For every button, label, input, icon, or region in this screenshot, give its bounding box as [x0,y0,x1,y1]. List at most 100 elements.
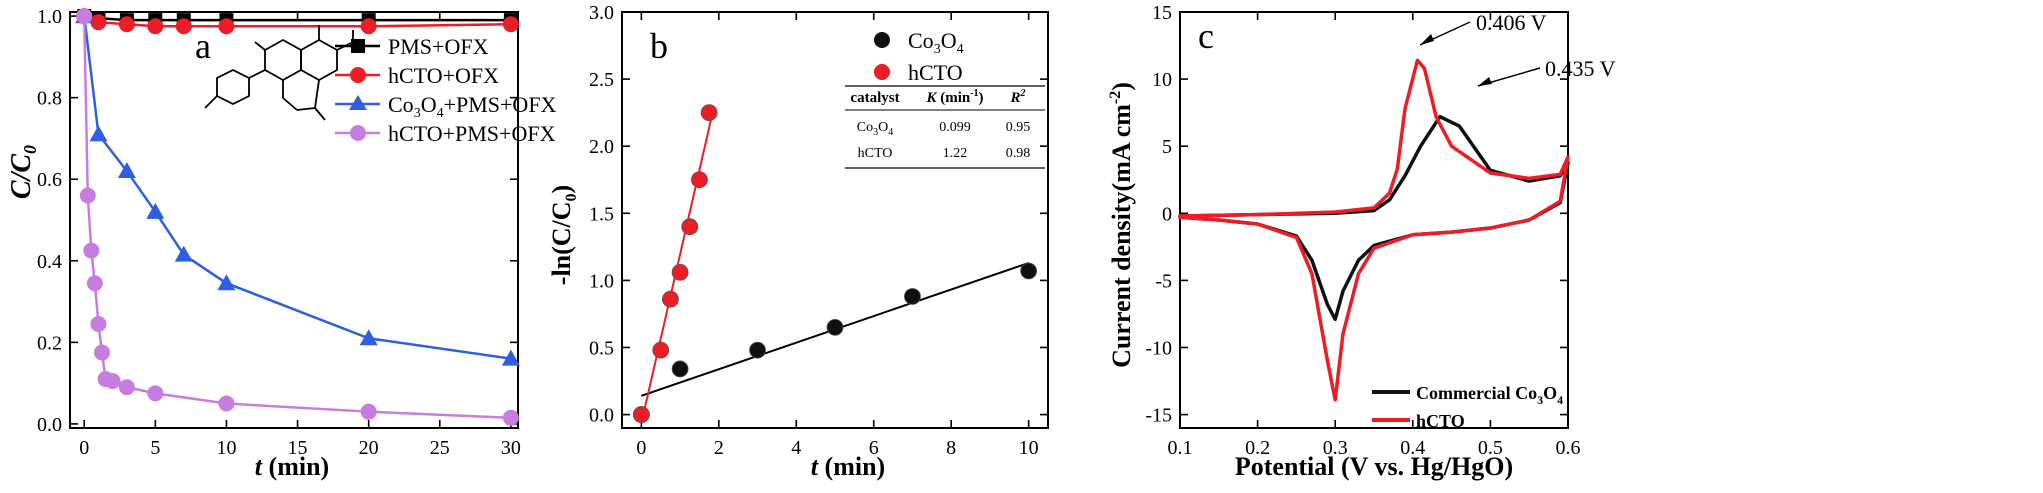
annotation-peak-hcto: 0.406 V [1476,10,1547,35]
panel-c-x-tick-label: 0.2 [1245,437,1270,459]
table-cell-catalyst: Co3O4 [857,120,893,138]
legend-entry-hcto-pms-ofx: hCTO+PMS+OFX [335,121,556,146]
panel-b-x-axis-title: t (min) [811,452,885,481]
cv-curve-1 [1178,58,1570,402]
data-point-a-2 [89,125,108,142]
legend-label: hCTO+PMS+OFX [388,121,556,146]
panel-c-axes: 0.1 0.2 0.3 0.4 0.5 0.6 -15 -10 -5 0 5 10 15 [1145,2,1580,459]
ofx-molecule-icon [204,25,366,121]
legend-entry-commercial-co3o4: Commercial Co3O4 [1372,383,1563,407]
legend-label: hCTO+OFX [388,63,499,88]
cv-curve-0 [1178,114,1570,322]
data-point-a-2 [117,162,136,179]
panel-b-frame [621,11,1049,429]
data-point-a-3 [502,409,519,426]
panel-b-x-tick-label: 0 [636,437,646,459]
panel-b-y-tick-label: 2.5 [589,69,614,91]
panel-c-y-tick-label: 10 [1152,69,1172,91]
data-point-a-1 [90,14,107,31]
panel-c-label: c [1198,16,1214,56]
data-point-b-1 [700,104,718,122]
data-point-b-1 [691,171,708,189]
panel-c-y-tick-label: 0 [1162,203,1172,225]
data-point-b-0 [749,341,766,359]
rate-table: catalyst K (min-1) R2 Co3O4 0.099 0.95 h… [845,85,1045,169]
panel-c-x-tick-label: 0.1 [1168,437,1193,459]
data-point-b-0 [826,318,844,336]
panel-a-x-tick-label: 0 [79,437,89,459]
panel-a-x-tick-label: 30 [501,437,521,459]
panel-a-y-tick-label: 0.8 [37,88,62,110]
data-point-a-2 [359,329,378,346]
panel-c-x-tick-label: 0.6 [1556,437,1581,459]
panel-b-x-tick-label: 6 [869,437,879,459]
data-point-a-2 [146,202,165,219]
legend-label: hCTO [908,60,963,85]
panel-a-axes: 0 5 10 15 20 25 30 0.0 0.2 0.4 0.6 0.8 1.0 [37,6,521,459]
panel-a-frame [69,11,519,429]
panel-a-y-tick-label: 0.2 [37,332,62,354]
panel-b-y-tick-label: 2.0 [589,136,614,158]
data-point-b-1 [632,406,650,423]
panel-b-y-tick-label: 1.0 [589,270,614,292]
data-point-b-1 [681,218,699,236]
data-point-b-1 [671,263,689,281]
data-point-a-3 [218,395,235,412]
data-point-a-2 [501,349,520,366]
panel-a-legend: PMS+OFX hCTO+OFX Co3O4+PMS+OFX hCTO+PMS+… [335,34,557,146]
panel-c-legend: Commercial Co3O4 hCTO [1372,383,1563,431]
panel-a-y-tick-label: 0.0 [37,414,62,436]
table-cell-catalyst: hCTO [858,146,893,161]
panel-c-y-tick-label: -10 [1145,337,1172,359]
panel-c-y-tick-label: 15 [1152,2,1172,24]
legend-entry-hcto: hCTO [1372,411,1465,431]
table-cell-k: 1.22 [943,146,968,161]
data-point-a-3 [79,187,96,204]
panel-b-y-tick-label: 3.0 [589,2,614,24]
panel-b-x-tick-label: 4 [791,437,801,459]
panel-c-series-group [1178,58,1570,402]
table-header-r2: R2 [1009,88,1025,106]
data-point-a-3 [86,275,103,292]
panel-a-y-tick-label: 1.0 [37,6,62,28]
data-point-a-1 [360,18,377,35]
legend-entry-hcto-ofx: hCTO+OFX [335,63,499,88]
data-point-a-1 [147,18,164,35]
data-point-b-0 [1020,262,1038,280]
table-cell-r2: 0.98 [1006,146,1031,161]
data-point-a-2 [174,245,193,262]
legend-entry-co3o4-pms-ofx: Co3O4+PMS+OFX [335,92,557,121]
panel-a-label: a [195,26,211,66]
data-point-b-1 [652,341,670,359]
data-point-a-2 [217,274,236,291]
data-point-a-3 [118,379,135,396]
legend-label: Commercial Co3O4 [1416,383,1563,407]
panel-a-y-axis-title: C/C0 [6,145,40,199]
legend-label: Co3O4+PMS+OFX [388,92,557,121]
panel-a-y-tick-label: 0.4 [37,251,62,273]
data-point-a-3 [360,403,377,420]
legend-label: PMS+OFX [388,34,489,59]
table-header-k: K (min-1) [925,88,983,106]
panel-b-x-tick-label: 10 [1019,437,1039,459]
table-header-catalyst: catalyst [850,90,899,106]
panel-b-y-tick-label: 0.0 [589,405,614,427]
legend-entry-co3o4: Co3O4 [874,28,964,57]
table-row: Co3O4 0.099 0.95 [857,120,1030,138]
panel-a-x-tick-label: 25 [430,437,450,459]
panel-a-x-tick-label: 10 [216,437,236,459]
annotation-peak-co3o4: 0.435 V [1545,56,1616,81]
panel-c-y-axis-title: Current density(mA cm-2) [1107,82,1136,368]
panel-c-x-tick-label: 0.3 [1323,437,1348,459]
legend-label: hCTO [1416,411,1465,431]
panel-b-label: b [650,26,668,66]
data-point-a-3 [147,385,164,402]
panel-b-y-axis-title: -ln(C/C0) [547,185,580,285]
data-point-a-1 [502,16,519,33]
legend-entry-pms-ofx: PMS+OFX [335,34,489,59]
panel-b-y-tick-label: 0.5 [589,337,614,359]
panel-b-axes: 0 2 4 6 8 10 0.0 0.5 1.0 1.5 2.0 2.5 3.0 [589,2,1049,459]
data-point-b-1 [662,290,679,308]
table-cell-k: 0.099 [939,120,971,135]
